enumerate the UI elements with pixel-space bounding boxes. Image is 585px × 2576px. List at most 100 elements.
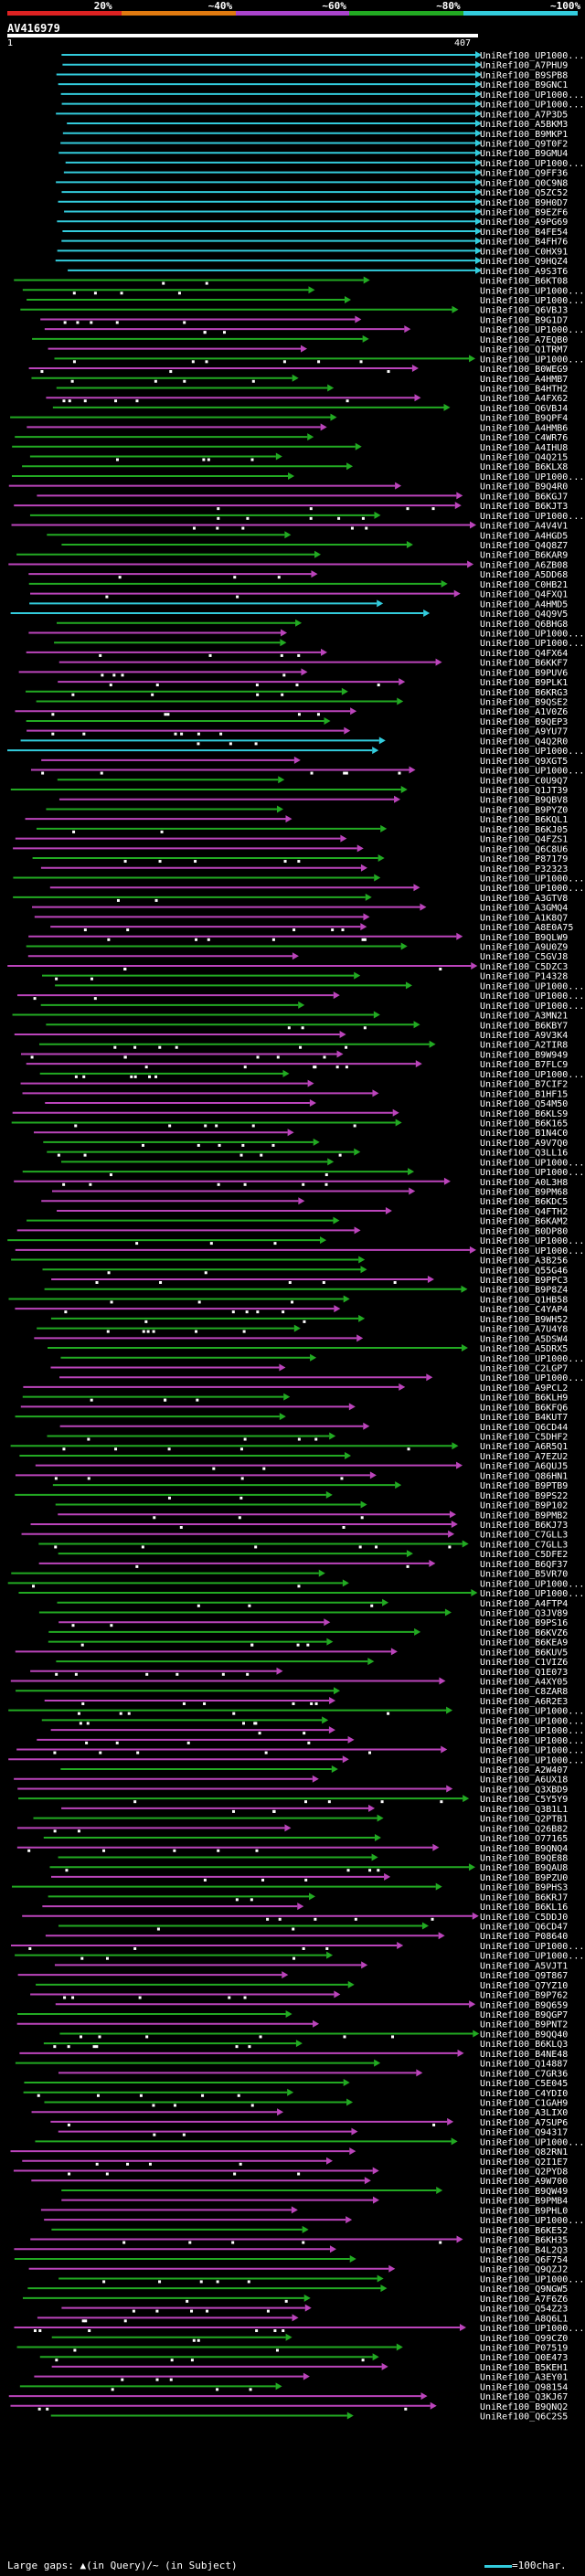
- hit-label[interactable]: UniRef100_B9PYZ0: [480, 805, 568, 815]
- hit-label[interactable]: UniRef100_B6KH35: [480, 2236, 568, 2246]
- hit-label[interactable]: UniRef100_B6KAM2: [480, 1217, 568, 1227]
- hit-label[interactable]: UniRef100_Q4FX64: [480, 649, 568, 659]
- hit-label[interactable]: UniRef100_C5DZC3: [480, 962, 568, 972]
- hit-label[interactable]: UniRef100_UP1000...: [480, 355, 584, 365]
- hit-label[interactable]: UniRef100_Q1TRM7: [480, 345, 568, 355]
- hit-label[interactable]: UniRef100_A7SUP6: [480, 2118, 568, 2128]
- hit-label[interactable]: UniRef100_Q6CD47: [480, 1923, 568, 1933]
- hit-label[interactable]: UniRef100_A6UX18: [480, 1776, 568, 1786]
- hit-label[interactable]: UniRef100_A8E0A75: [480, 923, 573, 933]
- hit-label[interactable]: UniRef100_UP1000...: [480, 1726, 584, 1736]
- hit-label[interactable]: UniRef100_A9V3K4: [480, 1031, 568, 1041]
- hit-label[interactable]: UniRef100_UP1000...: [480, 2274, 584, 2284]
- hit-label[interactable]: UniRef100_B9PMB2: [480, 1511, 568, 1521]
- hit-label[interactable]: UniRef100_UP1000...: [480, 1002, 584, 1012]
- hit-label[interactable]: UniRef100_Q4Q8Z7: [480, 541, 568, 551]
- hit-label[interactable]: UniRef100_UP1000...: [480, 1373, 584, 1383]
- hit-label[interactable]: UniRef100_B9G1D7: [480, 315, 568, 325]
- hit-label[interactable]: UniRef100_C1GAH9: [480, 2098, 568, 2108]
- hit-label[interactable]: UniRef100_B9QEP3: [480, 717, 568, 727]
- hit-label[interactable]: UniRef100_B9QBV8: [480, 796, 568, 806]
- hit-label[interactable]: UniRef100_UP1000...: [480, 2216, 584, 2226]
- hit-label[interactable]: UniRef100_B9QAU8: [480, 1863, 568, 1873]
- hit-label[interactable]: UniRef100_C5DFE2: [480, 1550, 568, 1560]
- hit-label[interactable]: UniRef100_P32323: [480, 864, 568, 875]
- hit-label[interactable]: UniRef100_B6KGJ7: [480, 492, 568, 502]
- hit-label[interactable]: UniRef100_A6QUJ5: [480, 1462, 568, 1472]
- hit-label[interactable]: UniRef100_Q4FTH2: [480, 1207, 568, 1217]
- hit-label[interactable]: UniRef100_Q26B82: [480, 1824, 568, 1834]
- hit-label[interactable]: UniRef100_UP1000...: [480, 629, 584, 639]
- hit-label[interactable]: UniRef100_B6KRG3: [480, 688, 568, 698]
- hit-label[interactable]: UniRef100_UP1000...: [480, 1158, 584, 1168]
- hit-label[interactable]: UniRef100_B9QW49: [480, 2187, 568, 2197]
- hit-label[interactable]: UniRef100_B9QNQ2: [480, 2402, 568, 2412]
- hit-label[interactable]: UniRef100_Q6VBJ4: [480, 404, 568, 414]
- hit-label[interactable]: UniRef100_A0L3H8: [480, 1178, 568, 1188]
- hit-label[interactable]: UniRef100_B9P102: [480, 1501, 568, 1511]
- hit-label[interactable]: UniRef100_UP1000...: [480, 1746, 584, 1756]
- hit-label[interactable]: UniRef100_Q3LL16: [480, 1149, 568, 1159]
- hit-label[interactable]: UniRef100_P08640: [480, 1932, 568, 1942]
- hit-label[interactable]: UniRef100_B5VR70: [480, 1570, 568, 1580]
- hit-label[interactable]: UniRef100_Q9XGT5: [480, 757, 568, 767]
- hit-label[interactable]: UniRef100_B4KUT7: [480, 1413, 568, 1423]
- hit-label[interactable]: UniRef100_Q6C8U6: [480, 844, 568, 854]
- hit-label[interactable]: UniRef100_B9WH52: [480, 1315, 568, 1325]
- hit-label[interactable]: UniRef100_A9V7Q0: [480, 1139, 568, 1149]
- hit-label[interactable]: UniRef100_Q2PYD8: [480, 2168, 568, 2178]
- hit-label[interactable]: UniRef100_Q4FZS1: [480, 835, 568, 845]
- hit-label[interactable]: UniRef100_B9PZU0: [480, 1873, 568, 1883]
- hit-label[interactable]: UniRef100_A3EY01: [480, 2373, 568, 2383]
- hit-label[interactable]: UniRef100_A5DSW4: [480, 1334, 568, 1344]
- hit-label[interactable]: UniRef100_A9S3T6: [480, 267, 568, 277]
- hit-label[interactable]: UniRef100_Q9NGW5: [480, 2284, 568, 2295]
- hit-label[interactable]: UniRef100_B9PMB4: [480, 2197, 568, 2207]
- hit-label[interactable]: UniRef100_UP1000...: [480, 1707, 584, 1717]
- hit-label[interactable]: UniRef100_A9YU77: [480, 727, 568, 737]
- hit-label[interactable]: UniRef100_UP1000...: [480, 1942, 584, 1952]
- hit-label[interactable]: UniRef100_A1K8Q7: [480, 913, 568, 923]
- hit-label[interactable]: UniRef100_B9W949: [480, 1050, 568, 1060]
- hit-label[interactable]: UniRef100_Q4FXQ1: [480, 590, 568, 600]
- hit-label[interactable]: UniRef100_Q2I1E7: [480, 2157, 568, 2168]
- hit-label[interactable]: UniRef100_P07519: [480, 2343, 568, 2353]
- hit-label[interactable]: UniRef100_UP1000...: [480, 286, 584, 296]
- hit-label[interactable]: UniRef100_A7EZU2: [480, 1452, 568, 1462]
- hit-label[interactable]: UniRef100_Q9HQZ4: [480, 257, 568, 267]
- hit-label[interactable]: UniRef100_Q6C2S5: [480, 2412, 568, 2422]
- hit-label[interactable]: UniRef100_Q54M50: [480, 1099, 568, 1109]
- hit-label[interactable]: UniRef100_B6KJT3: [480, 502, 568, 512]
- hit-label[interactable]: UniRef100_A7U4Y8: [480, 1325, 568, 1335]
- hit-label[interactable]: UniRef100_UP1000...: [480, 884, 584, 894]
- hit-label[interactable]: UniRef100_UP1000...: [480, 472, 584, 482]
- hit-label[interactable]: UniRef100_C8ZAR8: [480, 1687, 568, 1697]
- hit-label[interactable]: UniRef100_B9MKP1: [480, 130, 568, 140]
- hit-label[interactable]: UniRef100_Q3XBD9: [480, 1785, 568, 1795]
- hit-label[interactable]: UniRef100_B7FLC9: [480, 1060, 568, 1070]
- hit-label[interactable]: UniRef100_B9GMU4: [480, 149, 568, 159]
- hit-label[interactable]: UniRef100_B9QGP7: [480, 2010, 568, 2020]
- hit-label[interactable]: UniRef100_A5VJT1: [480, 1961, 568, 1971]
- hit-label[interactable]: UniRef100_B6KQL1: [480, 815, 568, 825]
- hit-label[interactable]: UniRef100_C5Y5Y9: [480, 1795, 568, 1805]
- hit-label[interactable]: UniRef100_A7F6Z6: [480, 2295, 568, 2305]
- hit-label[interactable]: UniRef100_B4NE48: [480, 2050, 568, 2060]
- hit-label[interactable]: UniRef100_A4V4V1: [480, 522, 568, 532]
- hit-label[interactable]: UniRef100_B9PS22: [480, 1491, 568, 1501]
- hit-label[interactable]: UniRef100_A9U0Z9: [480, 943, 568, 953]
- hit-label[interactable]: UniRef100_Q9FF36: [480, 169, 568, 179]
- hit-label[interactable]: UniRef100_B9QLW9: [480, 933, 568, 943]
- hit-label[interactable]: UniRef100_Q4Q215: [480, 453, 568, 463]
- hit-label[interactable]: UniRef100_B6KL16: [480, 1903, 568, 1913]
- hit-label[interactable]: UniRef100_A3B256: [480, 1256, 568, 1267]
- hit-label[interactable]: UniRef100_B4HTH2: [480, 384, 568, 394]
- hit-label[interactable]: UniRef100_A4HMD5: [480, 599, 568, 610]
- hit-label[interactable]: UniRef100_A5BKM3: [480, 120, 568, 130]
- hit-label[interactable]: UniRef100_B1HF15: [480, 1089, 568, 1099]
- hit-label[interactable]: UniRef100_UP1000...: [480, 874, 584, 884]
- hit-label[interactable]: UniRef100_A4IHU8: [480, 443, 568, 453]
- hit-label[interactable]: UniRef100_B9PTB9: [480, 1481, 568, 1491]
- hit-label[interactable]: UniRef100_UP1000...: [480, 767, 584, 777]
- hit-label[interactable]: UniRef100_B9EZF6: [480, 208, 568, 218]
